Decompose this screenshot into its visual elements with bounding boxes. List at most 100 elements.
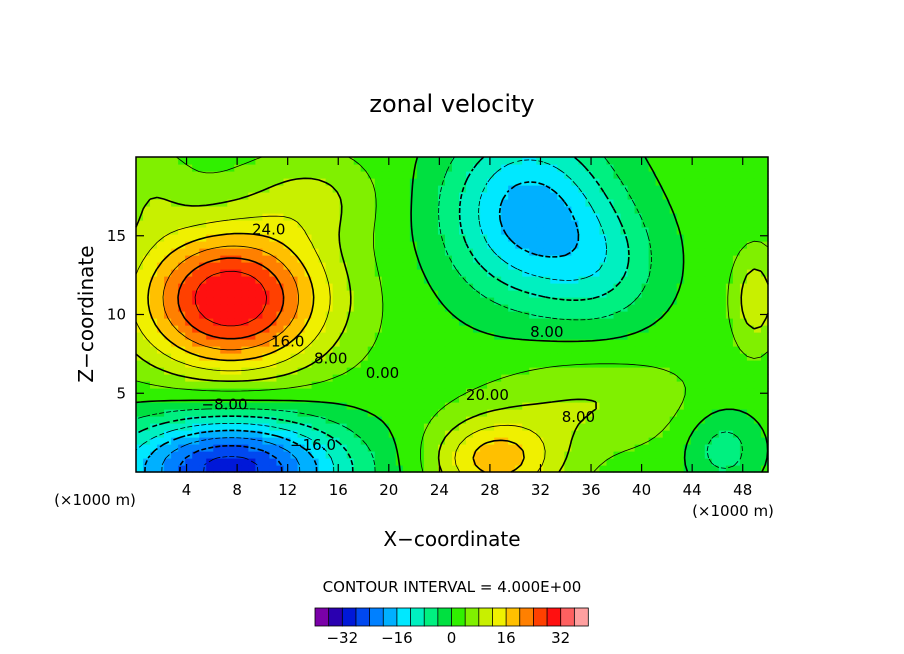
- field-cell: [564, 213, 572, 221]
- field-cell: [136, 444, 144, 452]
- field-cell: [515, 311, 523, 319]
- field-cell: [297, 220, 306, 228]
- field-cell: [437, 374, 446, 382]
- field-cell: [522, 248, 530, 256]
- field-cell: [136, 374, 144, 382]
- field-cell: [578, 248, 587, 256]
- field-cell: [199, 283, 207, 291]
- field-cell: [360, 465, 369, 473]
- field-cell: [206, 290, 214, 298]
- field-cell: [529, 206, 537, 214]
- field-cell: [290, 451, 299, 459]
- field-cell: [423, 199, 432, 207]
- field-cell: [697, 283, 706, 291]
- field-cell: [613, 346, 622, 354]
- field-cell: [606, 255, 615, 263]
- field-cell: [437, 367, 446, 375]
- field-cell: [199, 332, 207, 340]
- field-cell: [339, 311, 348, 319]
- field-cell: [536, 255, 544, 263]
- field-cell: [606, 220, 615, 228]
- field-cell: [676, 227, 685, 235]
- field-cell: [641, 451, 650, 459]
- field-cell: [557, 262, 565, 270]
- field-cell: [346, 192, 355, 200]
- field-cell: [416, 283, 425, 291]
- field-cell: [459, 360, 467, 368]
- field-cell: [753, 206, 762, 214]
- field-cell: [487, 234, 495, 242]
- field-cell: [290, 416, 299, 424]
- field-cell: [409, 458, 418, 466]
- field-cell: [662, 164, 671, 172]
- field-cell: [332, 346, 341, 354]
- field-cell: [311, 192, 320, 200]
- field-cell: [620, 199, 629, 207]
- field-cell: [522, 276, 530, 284]
- field-cell: [290, 213, 299, 221]
- field-cell: [395, 157, 404, 165]
- field-cell: [515, 458, 523, 466]
- x-axis-unit-right: (×1000 m): [692, 502, 774, 520]
- field-cell: [739, 276, 748, 284]
- field-cell: [206, 353, 214, 361]
- field-cell: [409, 353, 418, 361]
- contour-lines: [135, 156, 769, 473]
- field-cell: [234, 458, 242, 466]
- field-cell: [143, 416, 151, 424]
- field-cell: [206, 248, 214, 256]
- y-tick-label: 5: [116, 384, 126, 402]
- field-cell: [213, 381, 221, 389]
- field-cell: [297, 339, 306, 347]
- field-cell: [459, 227, 467, 235]
- field-cell: [199, 269, 207, 277]
- field-cell: [444, 339, 453, 347]
- field-cell: [311, 269, 320, 277]
- field-cell: [634, 339, 643, 347]
- contour-interval: CONTOUR INTERVAL = 4.000E+00: [323, 578, 582, 596]
- field-cell: [395, 241, 404, 249]
- field-cell: [297, 374, 306, 382]
- field-cell: [529, 255, 537, 263]
- field-cell: [473, 402, 481, 410]
- field-cell: [346, 458, 355, 466]
- field-cell: [711, 430, 720, 438]
- field-cell: [718, 402, 727, 410]
- field-cell: [613, 192, 622, 200]
- field-cell: [543, 269, 551, 277]
- field-cell: [564, 430, 572, 438]
- colorbar-swatch: [573, 607, 589, 627]
- field-cell: [501, 374, 509, 382]
- field-cell: [297, 451, 306, 459]
- field-cell: [402, 451, 411, 459]
- field-cell: [150, 416, 158, 424]
- field-cell: [409, 227, 418, 235]
- field-cell: [760, 402, 769, 410]
- field-cell: [641, 157, 650, 165]
- field-cell: [522, 304, 530, 312]
- field-cell: [529, 423, 537, 431]
- field-cell: [627, 255, 636, 263]
- field-cell: [613, 199, 622, 207]
- field-cell: [725, 255, 734, 263]
- field-cell: [381, 388, 390, 396]
- field-cell: [480, 157, 488, 165]
- field-cell: [669, 269, 678, 277]
- field-cell: [157, 227, 165, 235]
- field-cell: [690, 423, 699, 431]
- field-cell: [325, 402, 334, 410]
- field-cell: [501, 304, 509, 312]
- field-cell: [185, 192, 193, 200]
- field-cell: [360, 367, 369, 375]
- field-cell: [220, 444, 228, 452]
- field-cell: [283, 220, 292, 228]
- field-cell: [704, 444, 713, 452]
- field-cell: [683, 157, 692, 165]
- field-cell: [213, 465, 221, 473]
- field-cell: [620, 465, 629, 473]
- field-cell: [613, 458, 622, 466]
- field-cell: [276, 269, 285, 277]
- field-cell: [592, 318, 601, 326]
- field-cell: [136, 381, 144, 389]
- field-cell: [192, 388, 200, 396]
